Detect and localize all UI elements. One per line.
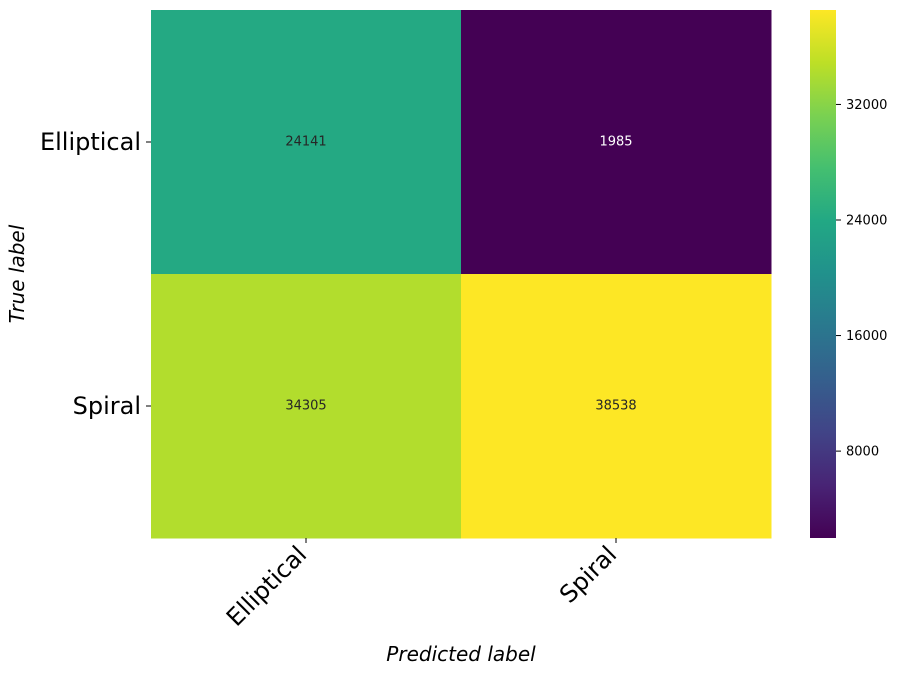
colorbar <box>810 10 836 538</box>
colorbar-tick-label: 8000 <box>846 445 879 460</box>
colorbar-tick-label: 24000 <box>846 213 887 228</box>
cell-value-labels: 24141 1985 34305 38538 <box>285 135 636 414</box>
colorbar-ticks: 8000 16000 24000 32000 <box>836 98 887 460</box>
heatmap-cell <box>151 10 462 275</box>
y-axis-label: True label <box>5 224 29 323</box>
heatmap-cell <box>461 10 772 275</box>
x-axis-label: Predicted label <box>386 642 536 666</box>
cell-value-label: 1985 <box>599 135 632 150</box>
x-tick-label: Elliptical <box>221 540 312 631</box>
heatmap-cell <box>151 274 462 539</box>
y-tick-label: Spiral <box>73 392 141 420</box>
cell-value-label: 34305 <box>285 399 326 414</box>
cell-value-label: 24141 <box>285 135 326 150</box>
heatmap-cell <box>461 274 772 539</box>
colorbar-tick-label: 16000 <box>846 329 887 344</box>
y-tick-label: Elliptical <box>40 128 141 156</box>
colorbar-tick-label: 32000 <box>846 98 887 113</box>
cell-value-label: 38538 <box>595 399 636 414</box>
heatmap-cells <box>151 10 772 539</box>
x-tick-label: Spiral <box>554 540 622 608</box>
x-axis-ticks: Elliptical Spiral <box>221 538 622 632</box>
y-axis-ticks: Elliptical Spiral <box>40 128 151 420</box>
